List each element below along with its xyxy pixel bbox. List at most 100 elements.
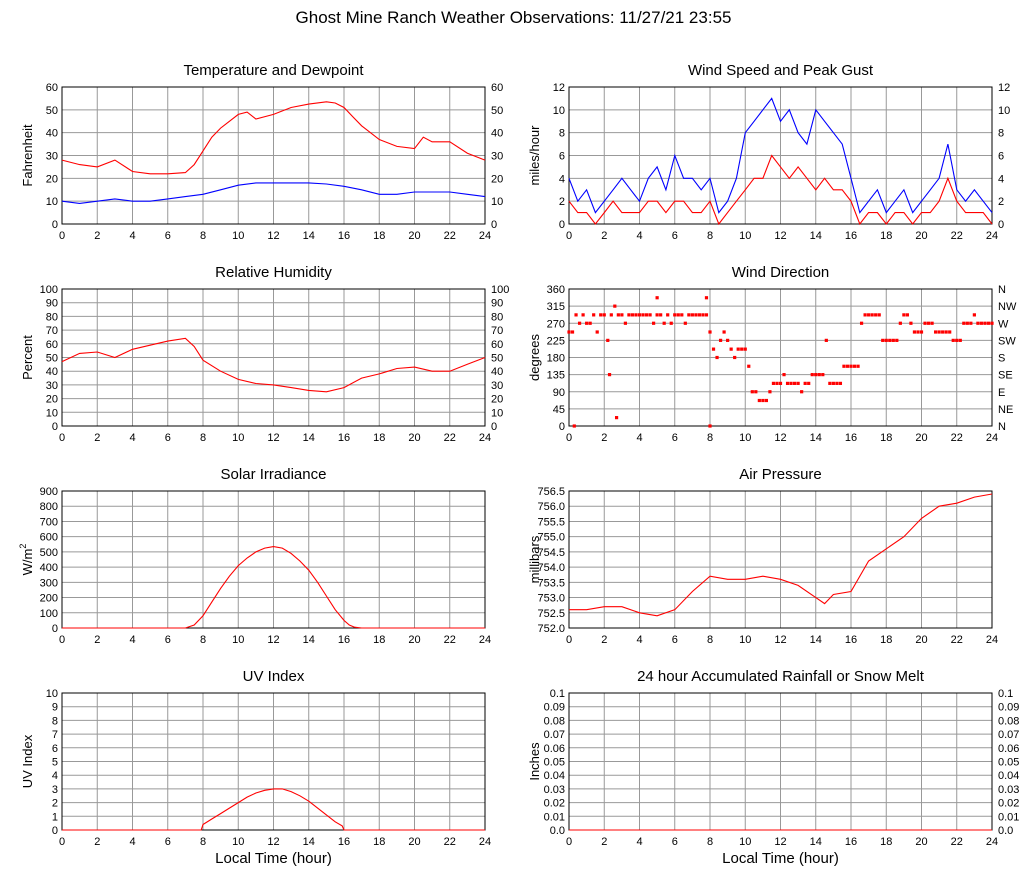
y-axis-label: millibars bbox=[527, 535, 542, 583]
y-axis-label: Fahrenheit bbox=[20, 124, 35, 187]
y-axis-label: Inches bbox=[527, 742, 542, 781]
x-tick-label: 2 bbox=[601, 432, 607, 444]
data-point bbox=[891, 338, 895, 342]
y-right-tick-label: 0.03 bbox=[998, 784, 1019, 796]
y-right-tick-label: 0.09 bbox=[998, 702, 1019, 714]
x-tick-label: 22 bbox=[444, 432, 456, 444]
y-right-tick-label: 4 bbox=[998, 173, 1004, 185]
data-point bbox=[630, 313, 635, 317]
x-tick-label: 12 bbox=[267, 432, 279, 444]
plot-frame bbox=[568, 86, 993, 225]
y-right-tick-label: 20 bbox=[491, 394, 503, 406]
y-right-tick-label: 0.06 bbox=[998, 743, 1019, 755]
data-point bbox=[828, 381, 832, 385]
data-point bbox=[729, 347, 733, 351]
y-tick-label: 752.5 bbox=[537, 608, 565, 620]
x-tick-label: 20 bbox=[408, 432, 420, 444]
y-tick-label: 0.04 bbox=[544, 770, 565, 782]
y-tick-label: 60 bbox=[46, 82, 58, 94]
data-point bbox=[599, 313, 603, 317]
data-point bbox=[962, 321, 966, 325]
y-right-tick-label: SE bbox=[998, 370, 1013, 382]
data-point bbox=[602, 313, 606, 317]
x-tick-label: 8 bbox=[707, 230, 713, 242]
x-tick-label: 14 bbox=[303, 432, 315, 444]
wind-direction-chart: Wind Direction 0 2 4 6 8 10 12 14 16 18 20 22 24 0 N 45 N… bbox=[507, 262, 1017, 462]
series-line-red bbox=[62, 546, 485, 629]
y-right-tick-label: 12 bbox=[998, 82, 1010, 94]
data-point bbox=[676, 313, 680, 317]
x-tick-label: 0 bbox=[566, 634, 572, 646]
chart-title: Wind Speed and Peak Gust bbox=[688, 62, 874, 79]
y-tick-label: 9 bbox=[52, 702, 58, 714]
x-tick-label: 14 bbox=[303, 836, 315, 848]
x-tick-label: 16 bbox=[338, 836, 350, 848]
data-point bbox=[761, 398, 765, 403]
data-point bbox=[606, 338, 610, 342]
y-tick-label: 10 bbox=[46, 196, 58, 208]
x-tick-label: 24 bbox=[986, 432, 998, 444]
y-tick-label: 500 bbox=[40, 547, 58, 559]
data-point bbox=[905, 313, 909, 317]
x-tick-label: 12 bbox=[267, 836, 279, 848]
data-point bbox=[842, 364, 846, 368]
data-point bbox=[919, 330, 924, 334]
x-tick-label: 16 bbox=[845, 230, 857, 242]
plot-frame bbox=[61, 692, 486, 831]
data-point bbox=[641, 313, 645, 317]
x-tick-label: 22 bbox=[444, 836, 456, 848]
data-point bbox=[909, 321, 913, 325]
y-tick-label: 0 bbox=[52, 623, 58, 635]
y-tick-label: 5 bbox=[52, 757, 58, 769]
x-tick-label: 0 bbox=[59, 634, 65, 646]
data-point bbox=[955, 338, 959, 342]
x-tick-label: 12 bbox=[774, 634, 786, 646]
x-tick-label: 14 bbox=[810, 634, 822, 646]
data-point bbox=[572, 424, 576, 428]
data-point bbox=[877, 313, 881, 317]
y-tick-label: 2 bbox=[559, 196, 565, 208]
data-point bbox=[934, 330, 938, 334]
x-tick-label: 18 bbox=[880, 230, 892, 242]
plot-frame bbox=[568, 490, 993, 629]
x-tick-label: 2 bbox=[94, 432, 100, 444]
data-point bbox=[701, 313, 705, 317]
data-point bbox=[941, 330, 945, 334]
y-axis-label-superscript: 2 bbox=[18, 544, 28, 549]
y-tick-label: 10 bbox=[46, 407, 58, 419]
y-tick-label: 700 bbox=[40, 516, 58, 528]
x-tick-label: 24 bbox=[479, 836, 491, 848]
y-right-tick-label: 100 bbox=[491, 284, 509, 296]
data-point bbox=[747, 364, 751, 368]
data-point bbox=[817, 373, 821, 377]
y-right-tick-label: 30 bbox=[491, 151, 503, 163]
y-tick-label: 10 bbox=[46, 688, 58, 700]
data-point bbox=[793, 381, 797, 385]
x-tick-label: 22 bbox=[951, 230, 963, 242]
data-point bbox=[567, 330, 571, 334]
data-point bbox=[708, 424, 712, 428]
data-point bbox=[592, 313, 596, 317]
y-right-tick-label: 40 bbox=[491, 128, 503, 140]
data-point bbox=[898, 321, 902, 325]
data-point bbox=[577, 321, 582, 325]
x-tick-label: 4 bbox=[129, 432, 135, 444]
data-point bbox=[736, 347, 740, 351]
y-right-tick-label: 0.01 bbox=[998, 811, 1019, 823]
x-tick-label: 0 bbox=[566, 836, 572, 848]
data-point bbox=[895, 338, 899, 342]
x-tick-label: 14 bbox=[810, 836, 822, 848]
data-point bbox=[849, 364, 853, 368]
x-tick-label: 8 bbox=[707, 432, 713, 444]
y-tick-label: 90 bbox=[46, 298, 58, 310]
y-right-tick-label: NE bbox=[998, 404, 1013, 416]
data-point bbox=[852, 364, 857, 368]
data-point bbox=[859, 321, 864, 325]
x-tick-label: 14 bbox=[810, 230, 822, 242]
x-tick-label: 24 bbox=[986, 230, 998, 242]
x-tick-label: 6 bbox=[165, 634, 171, 646]
x-tick-label: 20 bbox=[408, 634, 420, 646]
y-tick-label: 752.0 bbox=[537, 623, 565, 635]
